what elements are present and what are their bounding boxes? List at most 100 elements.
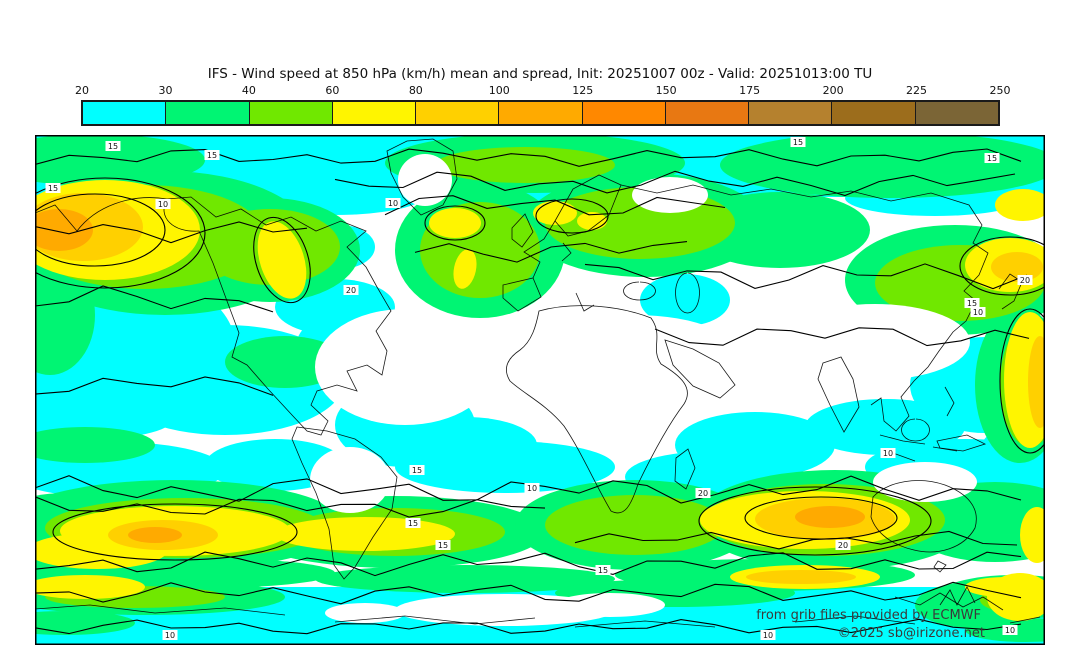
wind-shade-region <box>35 255 95 375</box>
spread-contour-line <box>35 581 1022 605</box>
coastline <box>334 615 536 625</box>
spread-contour-loop <box>698 486 932 556</box>
spread-contour-loop <box>424 205 486 241</box>
contour-label-chip <box>409 465 425 475</box>
page-title: IFS - Wind speed at 850 hPa (km/h) mean … <box>207 66 873 82</box>
wind-shade-region <box>1020 507 1045 563</box>
contour-label-chip <box>835 540 851 550</box>
spread-contour-line <box>35 618 1022 635</box>
contour-label-chip <box>155 199 171 209</box>
contour-label-chip <box>405 518 421 528</box>
spread-contour-line <box>384 195 726 216</box>
contour-label-chip <box>343 285 359 295</box>
spread-contour-line <box>35 496 546 518</box>
wind-shade-region <box>398 154 452 206</box>
spread-contour-loop <box>52 503 298 561</box>
legend-color-segment <box>332 102 417 124</box>
coastline <box>817 356 860 433</box>
contour-label-text: 20 <box>838 541 848 550</box>
wind-shade-region <box>577 212 607 230</box>
contour-label-text: 20 <box>346 286 356 295</box>
contour-label-text: 10 <box>763 631 773 640</box>
contour-label-chip <box>760 630 776 640</box>
spread-contour-loop <box>744 496 898 540</box>
contour-label-chip <box>964 298 980 308</box>
wind-shade-region <box>795 506 865 528</box>
coastline <box>35 604 286 616</box>
coastline <box>623 281 656 301</box>
spread-contour-line <box>334 170 1016 197</box>
wind-shade-region <box>315 309 495 425</box>
contour-label-chip <box>435 540 451 550</box>
legend-color-segment <box>665 102 750 124</box>
legend-tick-label: 20 <box>75 84 89 97</box>
wind-shade-region <box>205 439 345 491</box>
coastline <box>291 426 398 580</box>
legend-tick-label: 80 <box>408 84 423 97</box>
wind-shade-region <box>1028 336 1045 428</box>
coastline <box>944 386 955 417</box>
contour-label-text: 15 <box>598 566 608 575</box>
coastline <box>574 620 716 628</box>
coastline <box>879 434 926 445</box>
contour-label-text: 10 <box>883 449 893 458</box>
wind-shade-region <box>690 192 870 268</box>
wind-shade-region <box>640 274 730 326</box>
legend-tick-labels: 20 30 40 60 80 100 125 150 175 200 225 250 <box>75 84 1011 98</box>
contour-label-chip <box>1002 625 1018 635</box>
legend-color-segment <box>249 102 333 124</box>
wind-shade-region <box>905 482 1045 562</box>
contour-label-chip <box>984 153 1000 163</box>
spread-contour-loop <box>35 177 206 289</box>
wind-shade-region <box>555 593 665 617</box>
coastline <box>870 480 977 553</box>
contour-label-text: 10 <box>527 484 537 493</box>
legend-color-segment <box>83 102 167 124</box>
legend-tick-label: 125 <box>572 84 594 97</box>
contour-label-text: 15 <box>967 299 977 308</box>
spread-contour-line <box>414 241 688 263</box>
coastline <box>664 339 736 399</box>
coastline <box>674 448 696 490</box>
contour-label-text: 15 <box>987 154 997 163</box>
coastline <box>894 592 1004 611</box>
wind-shade-region <box>395 441 615 493</box>
contour-label-text: 15 <box>438 541 448 550</box>
wind-shade-region <box>257 221 307 299</box>
map-frame <box>35 135 1045 645</box>
coastline <box>561 242 572 262</box>
coastline <box>620 184 989 432</box>
contour-label-chip <box>162 630 178 640</box>
spread-contour-line <box>35 376 274 396</box>
spread-contour-line <box>35 285 274 313</box>
coastline <box>35 196 392 436</box>
spread-contour-line <box>574 530 1018 550</box>
wind-shade-region <box>35 611 135 635</box>
color-scale-legend-bar <box>81 100 1000 126</box>
wind-shade-region <box>429 208 481 238</box>
coastline <box>939 586 976 606</box>
legend-color-segment <box>582 102 666 124</box>
wind-shade-region <box>991 252 1043 282</box>
wind-shade-fills <box>35 135 1045 645</box>
coastlines <box>35 138 1041 628</box>
coastline <box>575 292 595 312</box>
wind-shade-region <box>780 304 970 380</box>
wind-shade-region <box>873 462 977 502</box>
wind-shade-region <box>35 427 155 463</box>
coastline <box>506 305 688 514</box>
contour-label-chip <box>204 150 220 160</box>
legend-tick-label: 150 <box>655 84 677 97</box>
contour-label-chip <box>105 141 121 151</box>
wind-shade-region <box>746 570 856 584</box>
legend-color-segment <box>166 102 250 124</box>
wind-shade-region <box>325 603 405 623</box>
coastline <box>502 277 542 312</box>
contour-label-text: 15 <box>793 138 803 147</box>
legend-tick-label: 250 <box>989 84 1011 97</box>
wind-shade-region <box>657 344 773 400</box>
legend-tick-label: 200 <box>822 84 844 97</box>
wind-shade-region <box>965 577 1045 597</box>
